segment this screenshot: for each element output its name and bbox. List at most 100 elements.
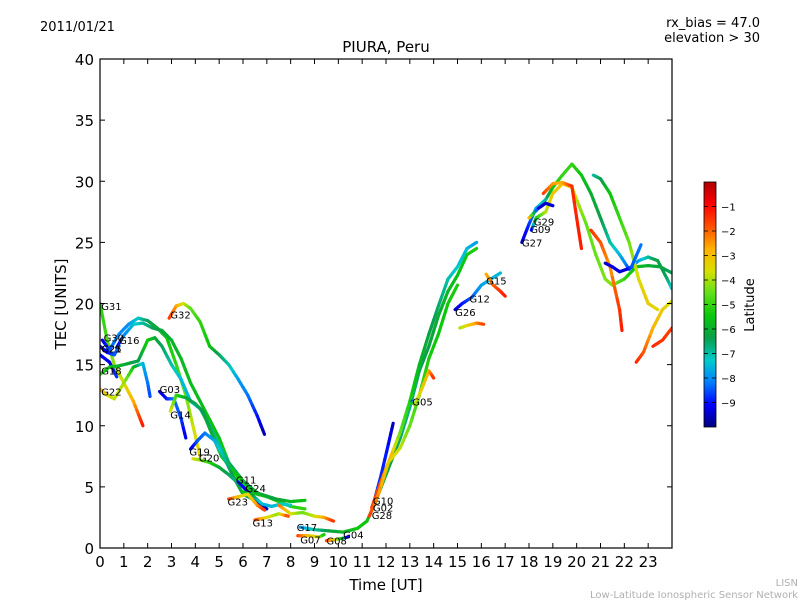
series-segment [619, 323, 624, 332]
series-segment [430, 374, 436, 380]
y-tick-label: 20 [75, 296, 94, 314]
series-segment [496, 271, 502, 277]
series-segment [183, 431, 188, 440]
x-tick-label: 8 [286, 553, 296, 571]
satellite-labels: G31G30G16G25G21G18G22G32G03G14G19G20G11G… [101, 218, 554, 548]
series-g07b [603, 243, 643, 274]
rx-bias-label: rx_bias = 47.0 [666, 16, 760, 31]
series-g14 [168, 393, 245, 483]
chart-title: PIURA, Peru [342, 38, 429, 56]
x-tick-label: 2 [143, 553, 153, 571]
satellite-label: G03 [160, 385, 180, 396]
x-tick-label: 23 [639, 553, 658, 571]
series-segment [637, 243, 643, 252]
x-tick-label: 16 [472, 553, 491, 571]
series-segment [472, 240, 479, 246]
x-tick-label: 10 [329, 553, 348, 571]
series-segment [147, 391, 152, 399]
series-g29 [527, 201, 555, 220]
x-axis: 0 1 2 3 4 5 6 7 8 9 10 11 12 13 14 15 16 17 18 19 20 21 22 23 [95, 59, 658, 571]
satellite-label: G04 [343, 531, 363, 542]
satellite-label: G15 [486, 276, 506, 287]
series-segment [321, 532, 326, 537]
satellite-label: G32 [170, 311, 190, 322]
x-tick-label: 19 [543, 553, 562, 571]
series-segment [653, 306, 660, 312]
satellite-label: G25 [101, 345, 121, 356]
colorbar-tick-label: −4 [721, 276, 736, 287]
series-g12 [458, 321, 486, 330]
satellite-label: G31 [101, 302, 121, 313]
y-axis-label: TEC [UNITS] [52, 259, 70, 351]
satellite-label: G29 [534, 218, 554, 229]
colorbar-label: Latitude [743, 278, 758, 332]
x-axis-label: Time [UT] [348, 576, 422, 594]
y-axis: 0 5 10 15 20 25 30 35 40 [75, 51, 672, 558]
series-segment [261, 507, 267, 512]
series-segment [261, 428, 267, 436]
y-tick-label: 30 [75, 173, 94, 191]
series-g16 [115, 321, 307, 511]
y-tick-label: 10 [75, 418, 94, 436]
y-tick-label: 25 [75, 234, 94, 252]
colorbar-tick-label: −1 [721, 203, 736, 214]
x-tick-label: 6 [238, 553, 248, 571]
footer-lisn: LISN [776, 578, 798, 589]
series-segment [116, 344, 121, 351]
series-segment [262, 505, 269, 511]
x-tick-label: 5 [214, 553, 224, 571]
satellite-label: G28 [372, 511, 392, 522]
series-g05 [410, 369, 436, 407]
satellite-label: G23 [228, 498, 248, 509]
satellite-label: G10 [373, 496, 393, 507]
satellite-label: G22 [101, 388, 121, 399]
satellite-label: G16 [119, 336, 139, 347]
y-tick-label: 15 [75, 357, 94, 375]
series-segment [549, 203, 555, 208]
colorbar-tick-label: −8 [721, 374, 736, 385]
x-tick-label: 21 [591, 553, 610, 571]
series-g09 [529, 182, 672, 287]
series-g06 [589, 228, 624, 332]
series-g13 [253, 512, 290, 522]
series-g24b [634, 299, 672, 364]
series-segment [608, 265, 615, 280]
series-segment [610, 275, 617, 290]
series-segment [329, 518, 336, 523]
colorbar-tick-label: −5 [721, 301, 736, 312]
x-tick-label: 15 [448, 553, 467, 571]
x-tick-label: 4 [191, 553, 201, 571]
x-tick-label: 1 [119, 553, 129, 571]
satellite-label: G18 [101, 367, 121, 378]
series-g32 [167, 301, 267, 436]
series-segment [453, 283, 460, 292]
satellite-label: G02 [373, 504, 393, 515]
colorbar-tick-label: −6 [721, 325, 736, 336]
series-g07 [296, 532, 326, 539]
y-tick-label: 5 [84, 479, 94, 497]
footer-network: Low-Latitude Ionospheric Sensor Network [590, 590, 798, 600]
series-g26 [453, 271, 502, 312]
satellite-label: G11 [236, 476, 256, 487]
x-tick-label: 17 [496, 553, 515, 571]
series-g18 [100, 336, 307, 504]
series-g23b [651, 326, 672, 348]
series-segment [613, 286, 619, 301]
elevation-label: elevation > 30 [664, 31, 760, 46]
series-segment [502, 293, 507, 298]
x-tick-label: 13 [400, 553, 419, 571]
series-segment [390, 421, 395, 431]
x-tick-label: 9 [310, 553, 320, 571]
series-segment [113, 371, 119, 379]
satellite-label: G07 [300, 535, 320, 546]
satellite-label: G12 [469, 295, 489, 306]
colorbar-tick-label: −3 [721, 252, 736, 263]
series-g15 [484, 272, 507, 298]
satellite-label: G05 [412, 397, 432, 408]
series-segment [299, 506, 307, 511]
satellite-label: G30 [104, 334, 124, 345]
series-segment [578, 239, 584, 251]
satellite-label: G21 [101, 345, 121, 356]
satellite-label: G13 [253, 518, 273, 529]
